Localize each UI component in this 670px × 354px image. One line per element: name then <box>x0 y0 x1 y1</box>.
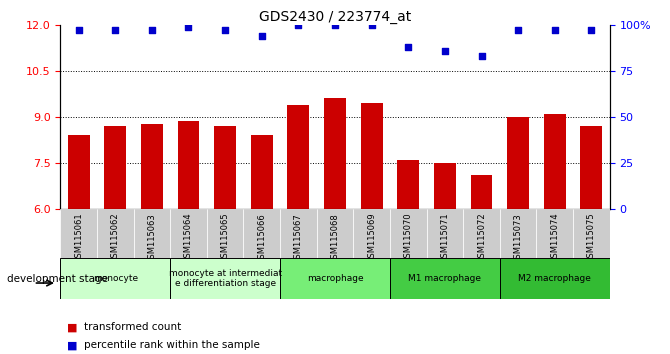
Bar <box>470 175 492 209</box>
Text: ■: ■ <box>67 340 78 350</box>
Text: GSM115071: GSM115071 <box>440 213 450 263</box>
Bar <box>317 209 353 258</box>
Point <box>257 33 267 39</box>
Point <box>110 28 121 33</box>
Point <box>293 22 304 28</box>
Point <box>366 22 377 28</box>
Bar <box>280 209 317 258</box>
Point <box>147 28 157 33</box>
Bar <box>207 209 243 258</box>
Bar <box>280 258 390 299</box>
Point <box>183 24 194 29</box>
Bar <box>573 209 610 258</box>
Text: GSM115072: GSM115072 <box>477 213 486 263</box>
Bar <box>170 209 207 258</box>
Point <box>586 28 597 33</box>
Bar <box>60 258 170 299</box>
Title: GDS2430 / 223774_at: GDS2430 / 223774_at <box>259 10 411 24</box>
Point <box>549 28 560 33</box>
Text: GSM115068: GSM115068 <box>330 213 340 264</box>
Bar <box>500 258 610 299</box>
Bar <box>427 209 463 258</box>
Text: GSM115064: GSM115064 <box>184 213 193 263</box>
Bar <box>463 209 500 258</box>
Point <box>440 48 450 53</box>
Bar <box>97 209 133 258</box>
Point <box>73 28 84 33</box>
Point <box>220 28 230 33</box>
Text: transformed count: transformed count <box>84 322 181 332</box>
Text: M2 macrophage: M2 macrophage <box>519 274 591 283</box>
Bar <box>178 121 200 209</box>
Bar <box>390 209 427 258</box>
Text: GSM115061: GSM115061 <box>74 213 83 263</box>
Text: ■: ■ <box>67 322 78 332</box>
Bar <box>544 114 565 209</box>
Text: M1 macrophage: M1 macrophage <box>409 274 481 283</box>
Text: GSM115063: GSM115063 <box>147 213 156 264</box>
Text: monocyte: monocyte <box>92 274 138 283</box>
Bar <box>105 126 126 209</box>
Bar <box>397 160 419 209</box>
Text: GSM115070: GSM115070 <box>404 213 413 263</box>
Point <box>403 44 413 50</box>
Bar <box>537 209 573 258</box>
Bar <box>214 126 236 209</box>
Bar <box>353 209 390 258</box>
Bar <box>133 209 170 258</box>
Bar <box>68 135 90 209</box>
Bar <box>360 103 383 209</box>
Bar <box>500 209 537 258</box>
Text: GSM115074: GSM115074 <box>550 213 559 263</box>
Text: GSM115065: GSM115065 <box>220 213 230 263</box>
Text: GSM115069: GSM115069 <box>367 213 376 263</box>
Text: macrophage: macrophage <box>307 274 363 283</box>
Text: GSM115075: GSM115075 <box>587 213 596 263</box>
Text: GSM115066: GSM115066 <box>257 213 266 264</box>
Text: development stage: development stage <box>7 274 108 284</box>
Bar <box>434 163 456 209</box>
Point <box>330 22 340 28</box>
Bar <box>390 258 500 299</box>
Text: GSM115067: GSM115067 <box>294 213 303 264</box>
Text: percentile rank within the sample: percentile rank within the sample <box>84 340 260 350</box>
Text: monocyte at intermediat
e differentiation stage: monocyte at intermediat e differentiatio… <box>169 269 281 289</box>
Bar <box>287 104 310 209</box>
Point <box>476 53 487 59</box>
Bar <box>243 209 280 258</box>
Text: GSM115073: GSM115073 <box>514 213 523 264</box>
Bar <box>60 209 97 258</box>
Bar <box>507 117 529 209</box>
Point <box>513 28 523 33</box>
Bar <box>580 126 602 209</box>
Bar <box>170 258 280 299</box>
Text: GSM115062: GSM115062 <box>111 213 120 263</box>
Bar <box>141 125 163 209</box>
Bar <box>324 98 346 209</box>
Bar <box>251 135 273 209</box>
